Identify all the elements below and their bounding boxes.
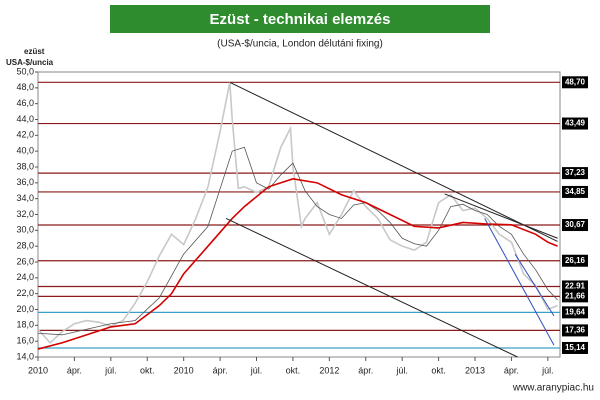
x-tick-label: 2012 [319, 365, 339, 375]
x-tick-label: ápr. [213, 365, 228, 375]
x-tick-label: ápr. [504, 365, 519, 375]
chart-subtitle: (USA-$/uncia, London délutáni fixing) [217, 39, 383, 50]
y-tick-label: 22,0 [16, 288, 34, 298]
price-line [37, 178, 558, 350]
level-label: 22.91 [565, 282, 586, 291]
source: www.aranypiac.hu [512, 383, 594, 394]
level-box [562, 341, 588, 354]
x-tick-label: júl. [541, 365, 554, 375]
chart-title: Ezüst - technikai elemzés [210, 11, 391, 28]
y-tick-label: 26,0 [16, 256, 34, 266]
trend-line [484, 218, 555, 346]
level-label: 30,67 [565, 220, 586, 229]
price-line [37, 82, 558, 344]
x-tick-label: okt. [431, 365, 446, 375]
x-tick-label: okt. [286, 365, 301, 375]
price-line [37, 146, 558, 336]
x-tick-label: 2013 [465, 365, 485, 375]
level-label: 21,66 [565, 291, 586, 300]
y-tick-label: 18,0 [16, 320, 34, 330]
level-box [562, 117, 588, 130]
x-tick-label: ápr. [67, 365, 82, 375]
x-tick-label: júl. [395, 365, 408, 375]
trend-line [514, 253, 555, 317]
level-label: 26,16 [565, 256, 586, 265]
y-tick-label: 14,0 [16, 351, 34, 361]
y-tick-label: 50,0 [16, 66, 34, 76]
level-label: 15,14 [565, 343, 586, 352]
x-tick-label: okt. [140, 365, 155, 375]
y-tick-label: 20,0 [16, 304, 34, 314]
y-tick-label: 40,0 [16, 146, 34, 156]
y-tick-label: 42,0 [16, 130, 34, 140]
y-tick-label: 24,0 [16, 272, 34, 282]
level-box [562, 185, 588, 198]
y-tick-label: 28,0 [16, 241, 34, 251]
x-tick-label: 2010 [28, 365, 48, 375]
title-banner [110, 5, 490, 33]
level-label: 34,85 [565, 187, 586, 196]
x-tick-label: 2010 [174, 365, 194, 375]
level-box [562, 306, 588, 319]
y-tick-label: 48,0 [16, 82, 34, 92]
y-tick-label: 32,0 [16, 209, 34, 219]
y-tick-label: 30,0 [16, 225, 34, 235]
level-box [562, 324, 588, 337]
level-box [562, 290, 588, 303]
level-box [562, 254, 588, 267]
trend-line [229, 81, 558, 242]
level-label: 43,49 [565, 119, 586, 128]
x-tick-label: júl. [104, 365, 117, 375]
y-axis-label: ezüst [24, 47, 45, 56]
y-tick-label: 44,0 [16, 114, 34, 124]
trend-line [225, 218, 518, 358]
level-box [562, 280, 588, 293]
trend-line [444, 193, 558, 239]
level-label: 17,36 [565, 326, 586, 335]
x-tick-label: ápr. [358, 365, 373, 375]
y-tick-label: 16,0 [16, 336, 34, 346]
level-box [562, 219, 588, 232]
y-tick-label: 34,0 [16, 193, 34, 203]
level-label: 48,70 [565, 77, 586, 86]
y-axis-label: USA-$/uncia [6, 58, 54, 67]
level-box [562, 167, 588, 180]
level-label: 19,64 [565, 307, 586, 316]
y-tick-label: 36,0 [16, 177, 34, 187]
y-tick-label: 46,0 [16, 98, 34, 108]
x-tick-label: júl. [250, 365, 263, 375]
level-label: 37,23 [565, 168, 586, 177]
y-tick-label: 38,0 [16, 161, 34, 171]
level-box [562, 76, 588, 89]
